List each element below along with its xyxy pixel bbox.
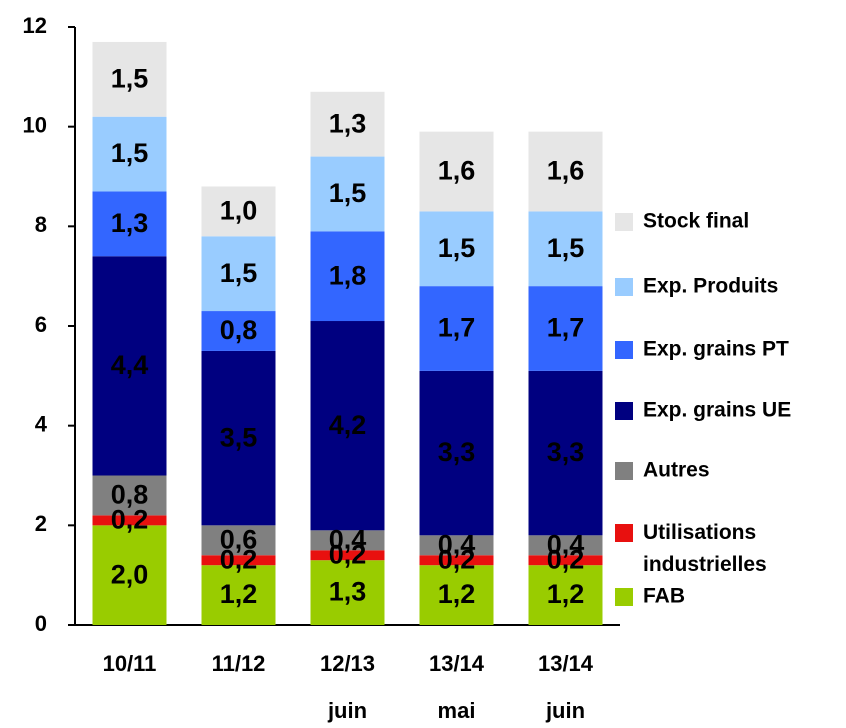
data-label: 0,4 xyxy=(329,524,367,554)
data-label: 1,5 xyxy=(438,233,476,263)
legend-label: Autres xyxy=(643,459,710,482)
data-label: 1,7 xyxy=(547,313,585,343)
data-label: 0,2 xyxy=(438,544,476,574)
bar-segment xyxy=(310,530,385,551)
bar-segment xyxy=(528,131,603,212)
bar-segment xyxy=(310,321,385,531)
data-label: 4,2 xyxy=(329,410,367,440)
bar-segment xyxy=(528,555,603,566)
x-tick-label: 10/11 xyxy=(103,651,157,676)
legend-label: FAB xyxy=(643,585,685,608)
data-label: 1,5 xyxy=(111,63,149,93)
bar-segment xyxy=(201,311,276,351)
data-label: 1,3 xyxy=(329,108,367,138)
data-label: 3,3 xyxy=(547,437,585,467)
bar-segment xyxy=(310,231,385,322)
data-label: 1,5 xyxy=(547,233,585,263)
legend-swatch xyxy=(615,462,633,480)
bar-segment xyxy=(201,525,276,556)
data-label: 1,6 xyxy=(438,156,476,186)
bar-segment xyxy=(201,236,276,312)
bar-segment xyxy=(419,286,494,371)
data-label: 1,5 xyxy=(111,138,149,168)
bar-segment xyxy=(419,535,494,556)
data-label: 0,2 xyxy=(220,544,258,574)
x-tick-label: 11/12 xyxy=(212,651,266,676)
data-label: 3,5 xyxy=(220,422,258,452)
legend-swatch xyxy=(615,524,633,542)
bar-segment xyxy=(419,131,494,212)
legend-label: Exp. grains PT xyxy=(643,338,789,361)
y-tick-label: 12 xyxy=(23,13,47,38)
legend-swatch xyxy=(615,402,633,420)
bar-segment xyxy=(92,525,167,625)
bar-segment xyxy=(419,370,494,536)
data-label: 0,6 xyxy=(220,524,258,554)
y-tick-label: 2 xyxy=(35,511,47,536)
bar-segment xyxy=(201,186,276,237)
data-label: 3,3 xyxy=(438,437,476,467)
data-label: 0,8 xyxy=(111,480,149,510)
data-label: 0,4 xyxy=(438,529,476,559)
bar-segment xyxy=(310,550,385,561)
y-tick-label: 4 xyxy=(35,411,48,436)
data-label: 1,2 xyxy=(438,579,476,609)
data-label: 0,4 xyxy=(547,529,585,559)
bar-segment xyxy=(419,555,494,566)
legend-swatch xyxy=(615,341,633,359)
legend-label: Utilisations industrielles xyxy=(643,521,767,576)
legend-swatch xyxy=(615,588,633,606)
bar-segment xyxy=(92,515,167,526)
legend-swatch xyxy=(615,213,633,231)
bar-segment xyxy=(201,565,276,625)
bar-segment xyxy=(310,156,385,232)
bar-segment xyxy=(528,370,603,536)
legend-label: Exp. Produits xyxy=(643,275,778,298)
bar-segment xyxy=(92,256,167,476)
bar-segment xyxy=(310,560,385,625)
x-tick-label: 13/14 mai xyxy=(429,651,485,723)
y-tick-label: 10 xyxy=(23,112,47,137)
data-label: 1,2 xyxy=(547,579,585,609)
legend-swatch xyxy=(615,278,633,296)
bar-segment xyxy=(92,475,167,516)
data-label: 0,2 xyxy=(547,544,585,574)
y-tick-label: 6 xyxy=(35,312,47,337)
bar-segment xyxy=(419,211,494,287)
data-label: 1,2 xyxy=(220,579,258,609)
data-label: 2,0 xyxy=(111,559,149,589)
data-label: 0,2 xyxy=(111,504,149,534)
bar-segment xyxy=(201,350,276,526)
bar-segment xyxy=(92,191,167,257)
data-label: 0,8 xyxy=(220,315,258,345)
x-tick-label: 13/14 juin xyxy=(538,651,594,723)
bar-segment xyxy=(92,116,167,192)
legend-label: Stock final xyxy=(643,210,749,233)
bar-segment xyxy=(528,286,603,371)
legend-label: Exp. grains UE xyxy=(643,399,791,422)
bar-segment xyxy=(528,535,603,556)
data-label: 1,5 xyxy=(220,258,258,288)
x-tick-label: 12/13 juin xyxy=(320,651,375,723)
bar-segment xyxy=(528,565,603,625)
y-tick-label: 0 xyxy=(35,611,47,636)
data-label: 1,3 xyxy=(329,577,367,607)
data-label: 1,0 xyxy=(220,196,258,226)
data-label: 1,5 xyxy=(329,178,367,208)
bar-segment xyxy=(419,565,494,625)
data-label: 1,3 xyxy=(111,208,149,238)
data-label: 4,4 xyxy=(111,350,149,380)
data-label: 1,7 xyxy=(438,313,476,343)
bar-segment xyxy=(201,555,276,566)
data-label: 1,8 xyxy=(329,260,367,290)
y-tick-label: 8 xyxy=(35,212,47,237)
bar-segment xyxy=(92,41,167,117)
data-label: 1,6 xyxy=(547,156,585,186)
bar-segment xyxy=(528,211,603,287)
bar-segment xyxy=(310,91,385,157)
data-label: 0,2 xyxy=(329,539,367,569)
